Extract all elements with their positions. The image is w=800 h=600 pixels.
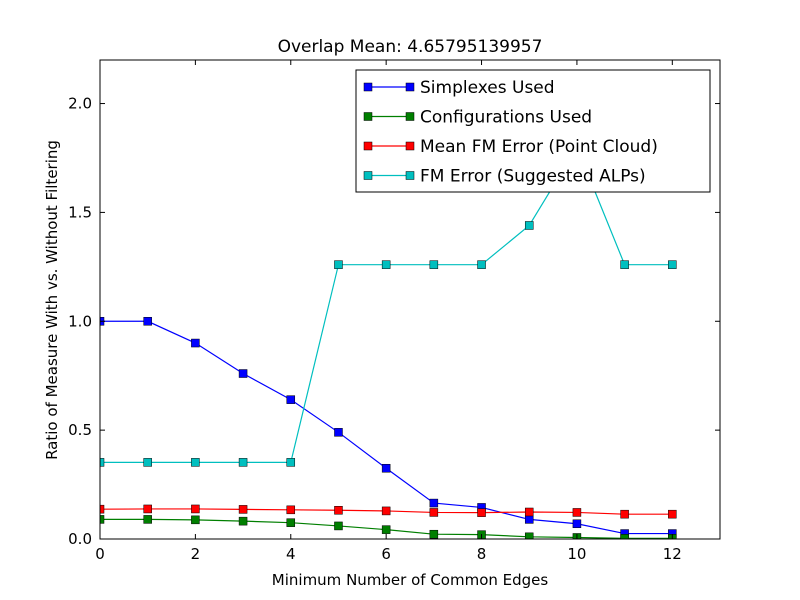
x-tick-label: 0 [95, 545, 105, 563]
data-point-simplexes-used [524, 515, 534, 524]
data-point-simplexes-used [286, 395, 296, 404]
legend-marker [363, 112, 373, 121]
data-point-fm-error-suggested-alps [286, 458, 296, 467]
data-point-mean-fm-error-point-cloud [668, 509, 677, 519]
series-layer [100, 142, 677, 539]
data-point-simplexes-used [143, 317, 152, 326]
legend-box [355, 69, 711, 193]
legend-marker [405, 112, 415, 121]
data-point-simplexes-used [191, 338, 200, 348]
legend: Simplexes Used Configurations Used Mean FM… [355, 69, 711, 193]
data-point-simplexes-used [334, 428, 343, 437]
data-point-fm-error-suggested-alps [100, 458, 105, 467]
data-point-configurations-used [620, 534, 629, 539]
data-point-mean-fm-error-point-cloud [191, 504, 200, 514]
data-point-configurations-used [381, 525, 391, 534]
data-point-configurations-used [100, 515, 105, 524]
x-tick-label: 8 [477, 545, 487, 563]
data-point-mean-fm-error-point-cloud [334, 506, 343, 515]
data-point-mean-fm-error-point-cloud [620, 509, 629, 519]
data-point-configurations-used [238, 516, 248, 526]
x-tick-label: 12 [663, 545, 682, 563]
legend-marker [363, 171, 373, 180]
data-point-configurations-used [191, 515, 200, 525]
data-point-fm-error-suggested-alps [429, 260, 439, 269]
x-tick-label: 6 [381, 545, 391, 563]
y-tick-label: 0.0 [68, 530, 92, 548]
legend-label: Mean FM Error (Point Cloud) [420, 137, 658, 157]
data-point-fm-error-suggested-alps [381, 260, 391, 269]
legend-label: FM Error (Suggested ALPs) [420, 167, 646, 187]
data-point-mean-fm-error-point-cloud [100, 504, 105, 514]
axis-ticks: 0 2 4 6 8 10 12 0.0 0.5 1.0 1.5 2.0 [68, 60, 720, 563]
series-line-fm-error-suggested-alps [100, 145, 673, 463]
data-point-mean-fm-error-point-cloud [381, 506, 391, 516]
data-point-mean-fm-error-point-cloud [572, 508, 582, 517]
y-tick-label: 2.0 [68, 95, 92, 113]
data-point-mean-fm-error-point-cloud [143, 504, 152, 514]
data-point-configurations-used [143, 515, 152, 524]
data-point-fm-error-suggested-alps [477, 260, 486, 269]
legend-marker [363, 82, 373, 92]
data-point-fm-error-suggested-alps [524, 221, 534, 230]
data-point-configurations-used [524, 532, 534, 539]
legend-marker [405, 171, 415, 180]
data-point-fm-error-suggested-alps [620, 260, 629, 269]
y-tick-label: 1.0 [68, 312, 92, 330]
data-point-mean-fm-error-point-cloud [429, 508, 439, 517]
data-point-fm-error-suggested-alps [668, 260, 677, 269]
data-point-configurations-used [286, 518, 296, 527]
data-point-fm-error-suggested-alps [238, 458, 248, 467]
data-point-mean-fm-error-point-cloud [524, 507, 534, 517]
plot-frame [99, 59, 721, 540]
x-axis-label: Minimum Number of Common Edges [272, 571, 549, 589]
data-point-configurations-used [429, 529, 439, 539]
legend-marker [405, 141, 415, 151]
data-point-mean-fm-error-point-cloud [286, 505, 296, 515]
data-point-simplexes-used [381, 463, 391, 473]
x-tick-label: 2 [191, 545, 201, 563]
legend-marker [405, 82, 415, 92]
data-point-fm-error-suggested-alps [334, 260, 343, 269]
x-tick-label: 10 [567, 545, 586, 563]
legend-marker [363, 141, 373, 151]
x-tick-label: 4 [286, 545, 296, 563]
data-point-fm-error-suggested-alps [143, 458, 152, 467]
data-point-mean-fm-error-point-cloud [238, 505, 248, 514]
data-point-simplexes-used [238, 369, 248, 378]
data-point-simplexes-used [429, 498, 439, 508]
data-point-simplexes-used [572, 519, 582, 529]
y-tick-label: 1.5 [68, 203, 92, 221]
legend-label: Simplexes Used [420, 78, 555, 98]
y-axis-label: Ratio of Measure With vs. Without Filter… [43, 140, 61, 460]
data-point-configurations-used [334, 521, 343, 531]
y-tick-label: 0.5 [68, 421, 92, 439]
series-line-simplexes-used [100, 320, 673, 535]
chart-title: Overlap Mean: 4.65795139957 [278, 37, 543, 57]
legend-label: Configurations Used [420, 108, 592, 128]
data-point-fm-error-suggested-alps [191, 458, 200, 467]
data-point-mean-fm-error-point-cloud [477, 508, 486, 517]
